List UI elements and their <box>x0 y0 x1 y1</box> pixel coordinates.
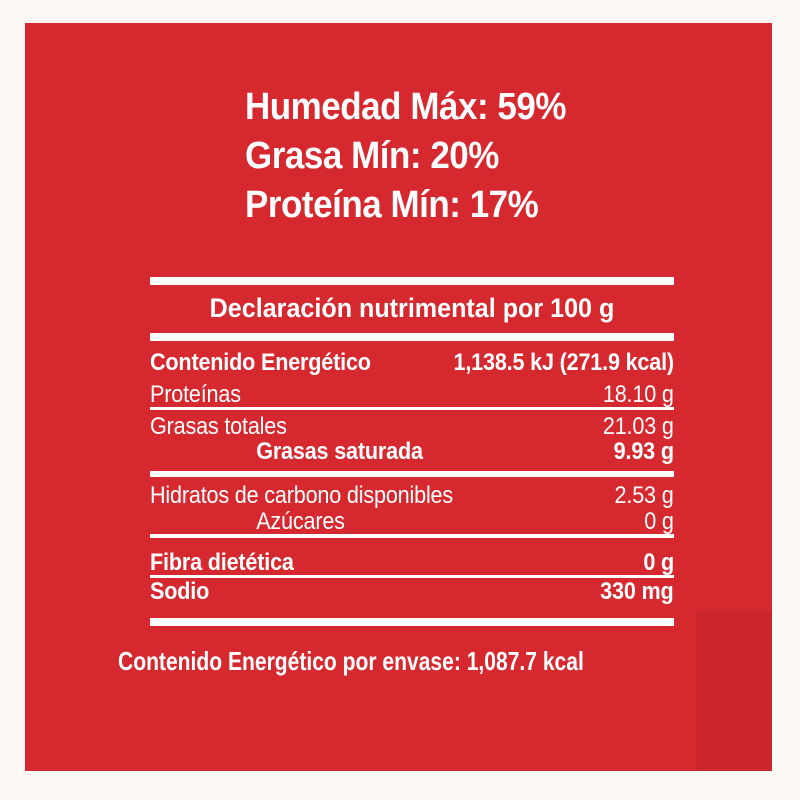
row-label: Contenido Energético <box>150 349 371 376</box>
table-row-protein: Proteínas 18.10 g <box>150 383 674 410</box>
row-value: 1,138.5 kJ (271.9 kcal) <box>453 349 675 376</box>
row-label: Proteínas <box>150 381 241 408</box>
table-row-fiber: Fibra dietética 0 g <box>150 551 674 578</box>
row-label: Azúcares <box>256 508 345 535</box>
row-value: 2.53 g <box>615 482 674 509</box>
row-label: Fibra dietética <box>150 549 294 576</box>
table-row-sodium: Sodio 330 mg <box>150 580 674 604</box>
spec-block: Humedad Máx: 59% Grasa Mín: 20% Proteína… <box>245 83 594 230</box>
red-label-panel: Humedad Máx: 59% Grasa Mín: 20% Proteína… <box>25 23 772 771</box>
row-label: Sodio <box>150 578 210 605</box>
row-value: 18.10 g <box>603 381 674 408</box>
photo-shade-artifact <box>696 611 772 771</box>
row-value: 21.03 g <box>603 413 674 440</box>
table-row-sugars: Azúcares 0 g <box>150 510 674 538</box>
nutrition-table: Declaración nutrimental por 100 g Conten… <box>150 277 674 626</box>
table-rule-mid <box>150 471 674 477</box>
table-row-carbohydrates: Hidratos de carbono disponibles 2.53 g <box>150 484 674 508</box>
spec-line-humidity: Humedad Máx: 59% <box>245 86 566 128</box>
row-value: 0 g <box>643 549 674 576</box>
nutrition-table-title: Declaración nutrimental por 100 g <box>209 293 615 323</box>
row-value: 9.93 g <box>613 438 674 465</box>
row-label: Grasas totales <box>150 413 287 440</box>
table-rule-bottom <box>150 618 674 626</box>
table-rule-header <box>150 333 674 341</box>
table-rule-top <box>150 277 674 285</box>
energy-per-package-line: Contenido Energético por envase: 1,087.7… <box>118 646 584 676</box>
spec-line-protein: Proteína Mín: 17% <box>245 184 539 226</box>
row-label: Hidratos de carbono disponibles <box>150 482 454 509</box>
row-label: Grasas saturada <box>256 438 423 465</box>
table-row-energy: Contenido Energético 1,138.5 kJ (271.9 k… <box>150 350 674 376</box>
table-row-saturated-fat: Grasas saturada 9.93 g <box>150 440 674 464</box>
row-value: 330 mg <box>600 578 675 605</box>
row-value: 0 g <box>644 508 675 535</box>
table-row-total-fat: Grasas totales 21.03 g <box>150 415 674 439</box>
spec-line-fat: Grasa Mín: 20% <box>245 135 499 177</box>
